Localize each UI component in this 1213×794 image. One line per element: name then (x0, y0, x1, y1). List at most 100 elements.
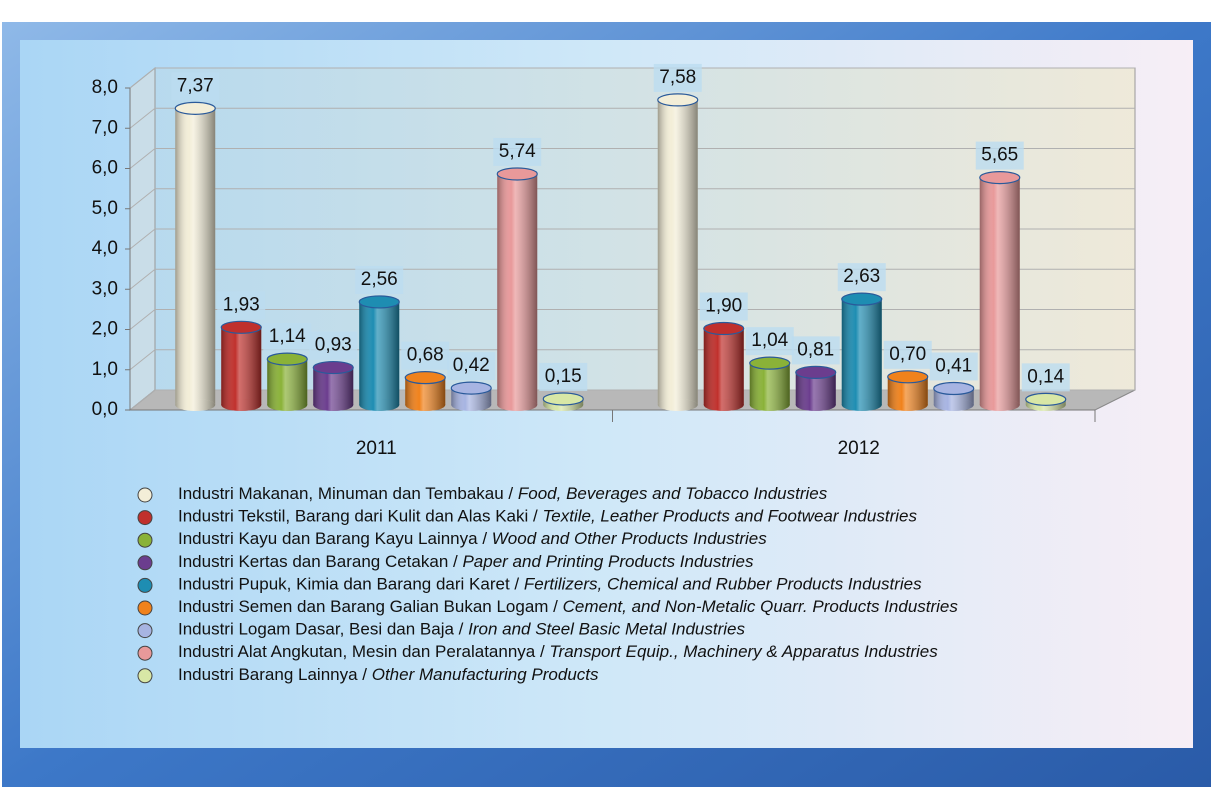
legend-marker (137, 555, 153, 571)
value-label-bg (539, 362, 588, 391)
x-tick-label: 2011 (356, 438, 397, 459)
bar-top (542, 392, 584, 406)
value-label-bg (217, 291, 266, 320)
bar-base-shade (359, 399, 400, 411)
bar-base-shade (795, 399, 836, 411)
legend-label: Industri Semen dan Barang Galian Bukan L… (178, 597, 958, 616)
bar-base-shade (657, 399, 698, 411)
grid-line (129, 268, 156, 290)
bar-top (358, 295, 400, 309)
legend-label: Industri Kertas dan Barang Cetakan / Pap… (178, 552, 754, 571)
bar-top (1025, 392, 1067, 406)
bar-base-shade (405, 399, 446, 411)
legend-marker (137, 623, 153, 639)
grid-line (129, 67, 156, 89)
bar-shade (749, 363, 790, 405)
legend-label: Industri Logam Dasar, Besi dan Baja / Ir… (178, 620, 745, 639)
grid-line (129, 228, 156, 250)
bar-base-shade (933, 399, 974, 411)
y-tick-label: 6,0 (92, 158, 118, 179)
value-label: 1,90 (705, 296, 742, 317)
bar-top (703, 321, 745, 336)
bar-top (220, 320, 262, 334)
legend-marker (137, 600, 153, 616)
value-label-bg (653, 63, 702, 92)
value-label-bg (401, 341, 450, 370)
x-tick-label: 2012 (838, 438, 880, 459)
value-label: 2,56 (361, 269, 398, 290)
legend-label: Industri Tekstil, Barang dari Kulit dan … (178, 507, 917, 526)
value-label: 2,63 (843, 266, 880, 287)
value-label: 7,37 (177, 75, 214, 96)
bar-shade (267, 359, 308, 405)
y-tick-label: 2,0 (92, 319, 118, 340)
bar-shade (359, 301, 400, 405)
y-tick-label: 4,0 (92, 238, 118, 259)
legend-marker (137, 645, 153, 661)
value-label: 0,42 (453, 355, 490, 376)
bar-base-shade (979, 399, 1020, 411)
value-label: 0,81 (797, 339, 834, 360)
bar-shade (175, 108, 216, 406)
bar-top (887, 370, 929, 384)
bar-shade (703, 328, 744, 405)
value-label: 5,74 (499, 141, 536, 162)
value-label: 7,58 (659, 67, 696, 88)
bar-shade (979, 177, 1020, 405)
value-label: 0,14 (1027, 366, 1064, 387)
bar-base-shade (497, 399, 538, 411)
bar-top (174, 101, 216, 115)
bar-top (657, 93, 699, 107)
y-tick-label: 5,0 (92, 198, 118, 219)
value-label: 1,93 (223, 294, 260, 315)
grid-line (129, 349, 156, 371)
value-label-bg (355, 265, 404, 294)
bar-top (933, 381, 975, 396)
value-label-bg (171, 72, 220, 101)
bar-shade (841, 299, 882, 405)
y-tick-label: 7,0 (92, 117, 118, 138)
legend-marker (137, 532, 153, 548)
bar-top (404, 371, 446, 385)
value-label-bg (493, 137, 542, 166)
grid-line (129, 107, 156, 129)
legend-label: Industri Barang Lainnya / Other Manufact… (178, 665, 599, 684)
value-label-bg (309, 331, 358, 360)
bar-base-shade (175, 399, 216, 411)
value-label-bg (699, 292, 748, 321)
value-label-bg (837, 263, 886, 292)
bar-top (496, 167, 538, 181)
y-tick-label: 8,0 (92, 77, 118, 98)
legend-marker (137, 577, 153, 593)
y-tick-label: 3,0 (92, 278, 118, 299)
y-tick-label: 1,0 (92, 359, 118, 380)
legend-label: Industri Pupuk, Kimia dan Barang dari Ka… (178, 575, 922, 594)
bar-top (979, 170, 1021, 185)
bar-top (841, 292, 883, 306)
value-label-bg (1021, 363, 1070, 392)
bar-top (795, 365, 837, 379)
value-label: 1,04 (751, 330, 788, 351)
bar-base-shade (267, 399, 308, 411)
value-label-bg (791, 336, 840, 365)
grid-line (129, 188, 156, 210)
bar-shade (657, 99, 698, 405)
grid-line (129, 389, 156, 411)
value-label-bg (745, 327, 794, 356)
value-label-bg (883, 340, 932, 369)
bar-top (266, 352, 308, 366)
value-label-bg (975, 141, 1024, 170)
legend-marker (137, 510, 153, 526)
value-label: 0,41 (935, 356, 972, 377)
value-label-bg (447, 352, 496, 381)
bar-top (450, 381, 492, 395)
legend-label: Industri Alat Angkutan, Mesin dan Perala… (178, 643, 938, 662)
legend-marker (137, 487, 153, 503)
grid-line (129, 309, 156, 330)
value-label: 5,65 (981, 145, 1018, 166)
grid-line (129, 148, 156, 169)
bar-shade (497, 173, 538, 405)
bar-shade (221, 327, 262, 405)
